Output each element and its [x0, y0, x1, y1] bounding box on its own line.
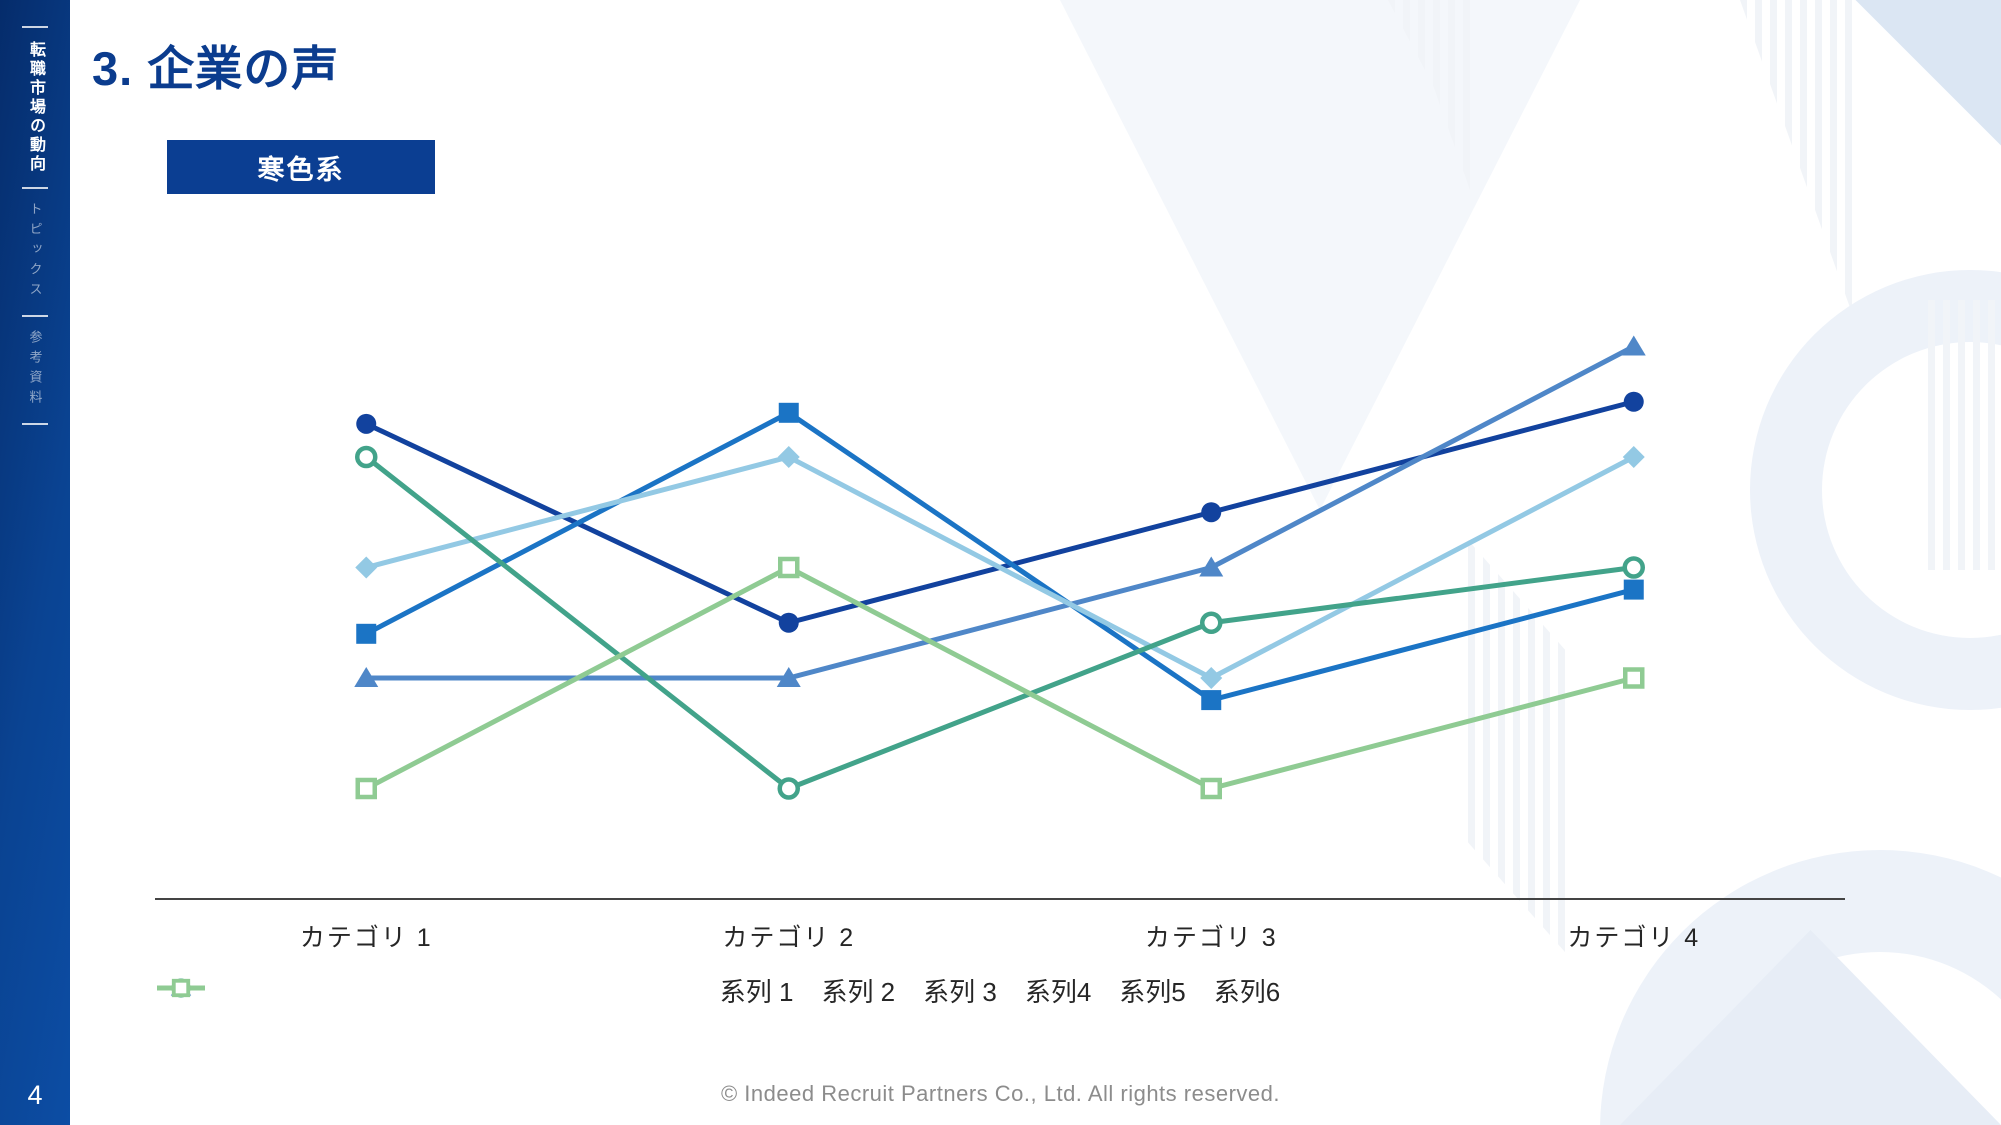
series-4-point-1 — [355, 556, 378, 579]
series-6-point-4 — [1623, 667, 1645, 689]
series-5-point-1 — [355, 445, 378, 469]
series-3-point-3 — [1199, 556, 1224, 577]
category-label-2: カテゴリ 2 — [722, 924, 856, 952]
sidebar-item-topics[interactable]: トピックス — [27, 202, 43, 302]
series-1 — [356, 391, 1644, 633]
page-number: 4 — [27, 1080, 43, 1110]
color-scheme-badge: 寒色系 — [167, 140, 435, 194]
series-2-point-1 — [356, 623, 377, 644]
category-label-3: カテゴリ 3 — [1144, 924, 1278, 952]
series-2-point-4 — [1623, 579, 1644, 600]
legend-item-5: 系列5 — [157, 972, 1186, 1009]
series-5-point-3 — [1200, 611, 1223, 634]
legend-item-1: 系列 1 — [157, 972, 794, 1009]
series-2-line — [365, 409, 1635, 703]
series-1-point-2 — [778, 612, 799, 633]
category-label-4: カテゴリ 4 — [1567, 924, 1701, 952]
sidebar-divider — [22, 315, 48, 317]
chart-legend: 系列 1 系列 2 系列 3 系列4 系列5 系列6 — [155, 972, 1845, 1009]
series-6-point-2 — [778, 556, 800, 579]
series-6 — [355, 556, 1645, 800]
legend-label-2: 系列 2 — [821, 977, 896, 1007]
legend-square-marker-icon — [157, 978, 205, 998]
legend-label-3: 系列 3 — [923, 977, 997, 1007]
series-1-point-4 — [1623, 391, 1644, 412]
series-1-line — [365, 399, 1635, 626]
sidebar-item-job-market-trends[interactable]: 転職市場の動向 — [27, 41, 44, 174]
series-4-line — [365, 454, 1635, 681]
legend-label-1: 系列 1 — [719, 977, 794, 1007]
series-5-point-4 — [1622, 556, 1645, 579]
series-2-point-3 — [1201, 690, 1222, 711]
sidebar-divider — [22, 26, 48, 28]
series-4-point-3 — [1200, 667, 1223, 689]
series-4-point-2 — [777, 446, 800, 468]
legend-item-4: 系列4 — [157, 972, 1092, 1009]
series-3-point-2 — [776, 667, 801, 687]
sidebar-divider — [22, 187, 48, 189]
series-5-point-2 — [777, 777, 800, 800]
sidebar-item-reference-materials[interactable]: 参考資料 — [27, 330, 43, 410]
series-2-point-2 — [778, 402, 799, 423]
legend-item-3: 系列 3 — [157, 972, 997, 1009]
series-2 — [356, 402, 1644, 711]
series-4 — [355, 446, 1645, 689]
legend-label-5: 系列5 — [1119, 977, 1186, 1007]
legend-label-4: 系列4 — [1024, 977, 1092, 1007]
series-5 — [355, 445, 1645, 800]
legend-item-6: 系列6 — [157, 972, 1281, 1009]
copyright: © Indeed Recruit Partners Co., Ltd. All … — [720, 1081, 1280, 1106]
series-6-point-1 — [355, 777, 377, 800]
series-6-line — [365, 564, 1635, 792]
legend-label-6: 系列6 — [1213, 977, 1281, 1007]
legend-item-2: 系列 2 — [157, 972, 896, 1009]
sidebar: 転職市場の動向 トピックス 参考資料 4 — [0, 0, 70, 1125]
category-label-1: カテゴリ 1 — [299, 924, 433, 952]
series-3-point-1 — [354, 667, 379, 687]
series-3-point-4 — [1621, 335, 1646, 356]
series-5-line — [364, 455, 1635, 792]
page-title: 3. 企業の声 — [92, 42, 340, 95]
series-1-point-3 — [1201, 502, 1222, 523]
series-1-point-1 — [356, 413, 377, 434]
sidebar-divider — [22, 423, 48, 425]
color-scheme-badge-label: 寒色系 — [257, 154, 345, 185]
series-4-point-4 — [1622, 446, 1645, 468]
series-6-point-3 — [1200, 777, 1222, 800]
